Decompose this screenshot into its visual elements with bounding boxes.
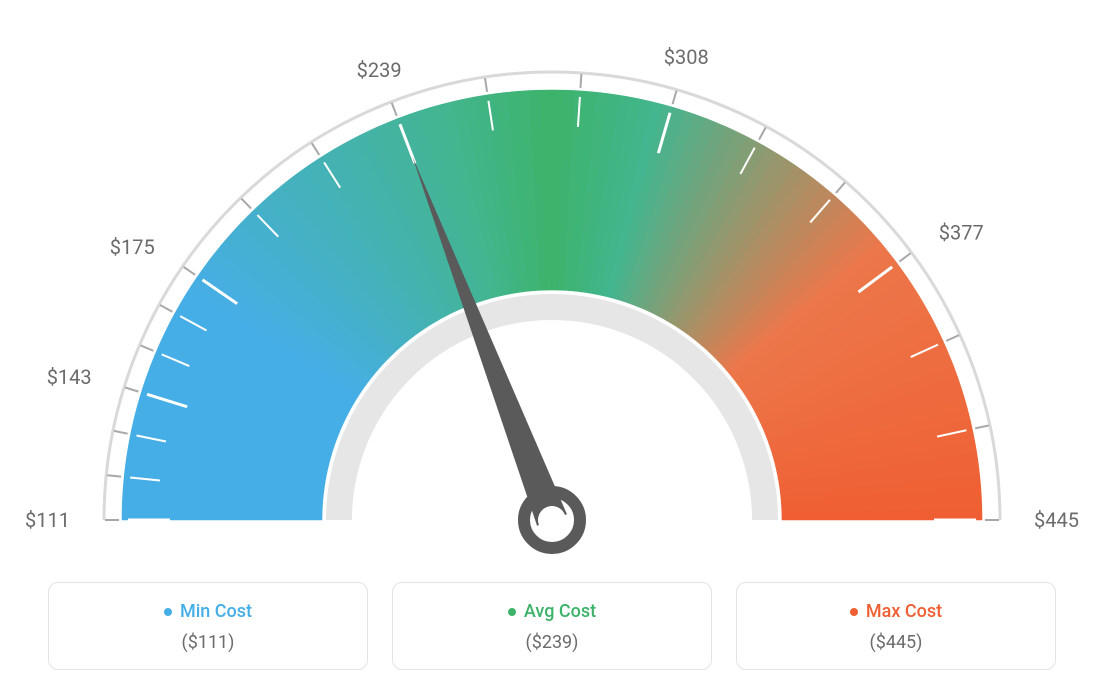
gauge-tick-label: $143 [47,365,92,389]
gauge-chart: $111 $143 $175 $239 $308 $377 $445 [0,0,1104,560]
legend-value-max: ($445) [757,632,1035,653]
legend-value-min: ($111) [69,632,347,653]
legend-card-max: Max Cost ($445) [736,582,1056,671]
legend-card-min: Min Cost ($111) [48,582,368,671]
legend-dot-min [164,608,172,616]
gauge-tick-label: $175 [110,235,155,259]
gauge-container: $111 $143 $175 $239 $308 $377 $445 [0,0,1104,560]
gauge-tick-label: $445 [1034,508,1079,532]
legend-label-min: Min Cost [180,601,252,622]
legend-label-avg: Avg Cost [524,601,596,622]
legend-dot-avg [508,608,516,616]
gauge-tick-label: $377 [939,220,984,244]
legend-value-avg: ($239) [413,632,691,653]
legend-row: Min Cost ($111) Avg Cost ($239) Max Cost… [0,582,1104,671]
gauge-tick-label: $111 [25,508,70,532]
legend-card-avg: Avg Cost ($239) [392,582,712,671]
gauge-tick-label: $239 [357,58,402,82]
legend-label-max: Max Cost [866,601,942,622]
gauge-tick-label: $308 [664,45,709,69]
legend-dot-max [850,608,858,616]
